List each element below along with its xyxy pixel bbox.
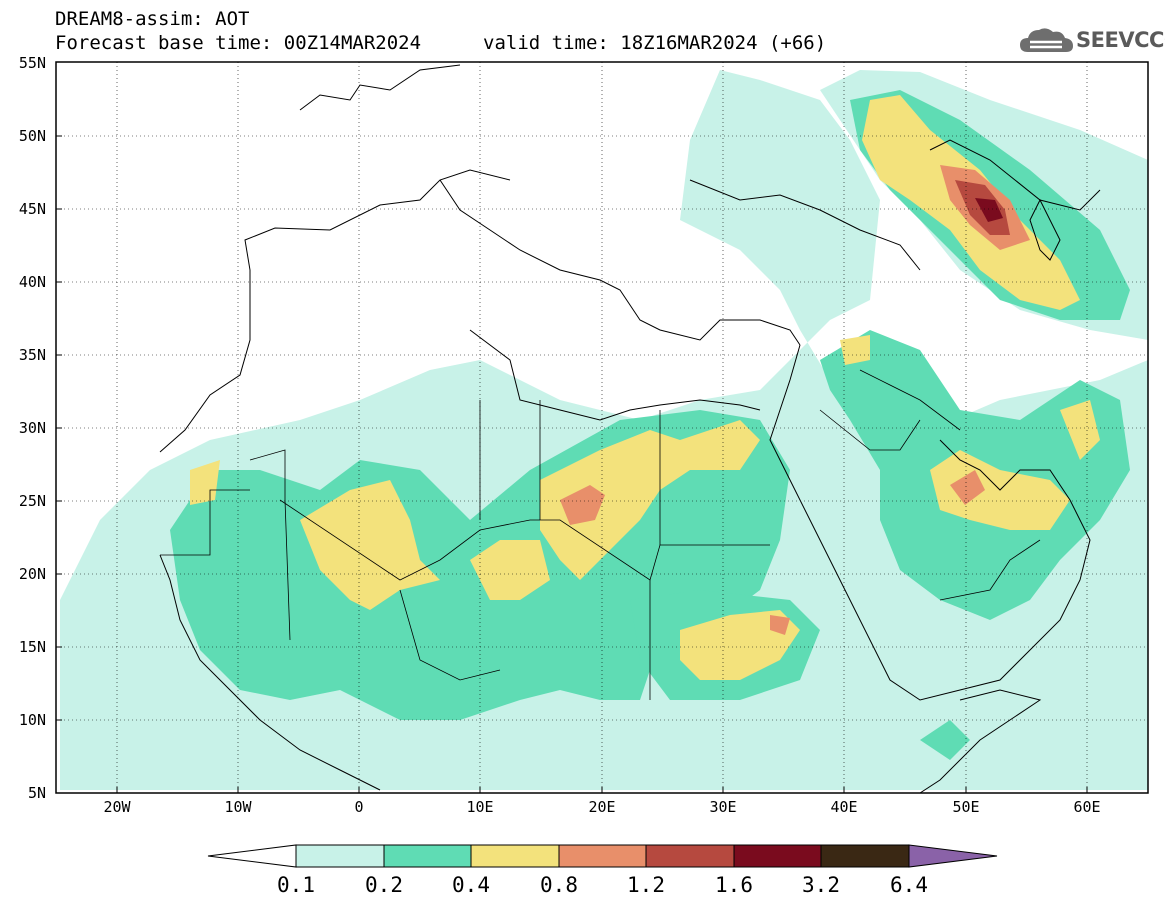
lon-label: 20W: [103, 798, 131, 816]
colorbar-segment-0-8: [558, 844, 647, 868]
lat-label: 40N: [19, 273, 46, 291]
lat-label: 35N: [19, 346, 46, 364]
lon-label: 10W: [224, 798, 252, 816]
colorbar-label: 0.4: [452, 873, 490, 897]
lat-label: 15N: [19, 638, 46, 656]
colorbar-segment-3-2: [820, 844, 910, 868]
coastlines: [159, 64, 1101, 793]
lon-label: 40E: [830, 798, 857, 816]
longitude-labels: 20W 10W 0 10E 20E 30E 40E 50E 60E: [103, 798, 1100, 816]
latitude-labels: 55N 50N 45N 40N 35N 30N 25N 20N 15N 10N …: [19, 54, 46, 802]
lat-label: 10N: [19, 711, 46, 729]
lon-label: 0: [354, 798, 363, 816]
lat-label: 55N: [19, 54, 46, 72]
borders: [160, 369, 1041, 700]
axis-ticks: [56, 135, 1088, 793]
colorbar-over-arrow: [908, 844, 998, 868]
aot-level-0-4: [190, 95, 1100, 680]
aot-level-1-6: [975, 198, 1003, 222]
colorbar-label: 0.1: [277, 873, 315, 897]
lat-label: 50N: [19, 127, 46, 145]
lat-label: 25N: [19, 492, 46, 510]
colorbar-label: 1.2: [627, 873, 665, 897]
colorbar-under-arrow: [207, 844, 297, 868]
forecast-base-time: Forecast base time: 00Z14MAR2024: [55, 32, 422, 54]
map-title: DREAM8-assim: AOT: [55, 8, 250, 30]
lon-label: 60E: [1073, 798, 1100, 816]
aot-field: [60, 70, 1148, 790]
colorbar-segment-0-1: [295, 844, 385, 868]
lat-label: 30N: [19, 419, 46, 437]
lat-label: 20N: [19, 565, 46, 583]
colorbar-labels: 0.1 0.2 0.4 0.8 1.2 1.6 3.2 6.4: [277, 873, 928, 897]
colorbar-label: 0.2: [365, 873, 403, 897]
valid-time: valid time: 18Z16MAR2024 (+66): [483, 32, 827, 54]
colorbar-label: 3.2: [802, 873, 840, 897]
colorbar-segment-0-4: [470, 844, 560, 868]
colorbar-segment-1-6: [733, 844, 822, 868]
cloud-icon: [1020, 28, 1073, 52]
lon-label: 50E: [952, 798, 979, 816]
seevccc-logo: SEEVCCC: [1018, 22, 1165, 58]
colorbar-segment-1-2: [645, 844, 735, 868]
lon-label: 10E: [466, 798, 493, 816]
colorbar-label: 1.6: [715, 873, 753, 897]
logo-text: SEEVCCC: [1076, 28, 1165, 52]
lon-label: 20E: [588, 798, 615, 816]
colorbar-label: 0.8: [540, 873, 578, 897]
colorbar: [207, 844, 998, 868]
colorbar-segment-0-2: [383, 844, 472, 868]
lat-label: 45N: [19, 200, 46, 218]
lon-label: 30E: [709, 798, 736, 816]
colorbar-label: 6.4: [890, 873, 928, 897]
lat-label: 5N: [28, 784, 46, 802]
